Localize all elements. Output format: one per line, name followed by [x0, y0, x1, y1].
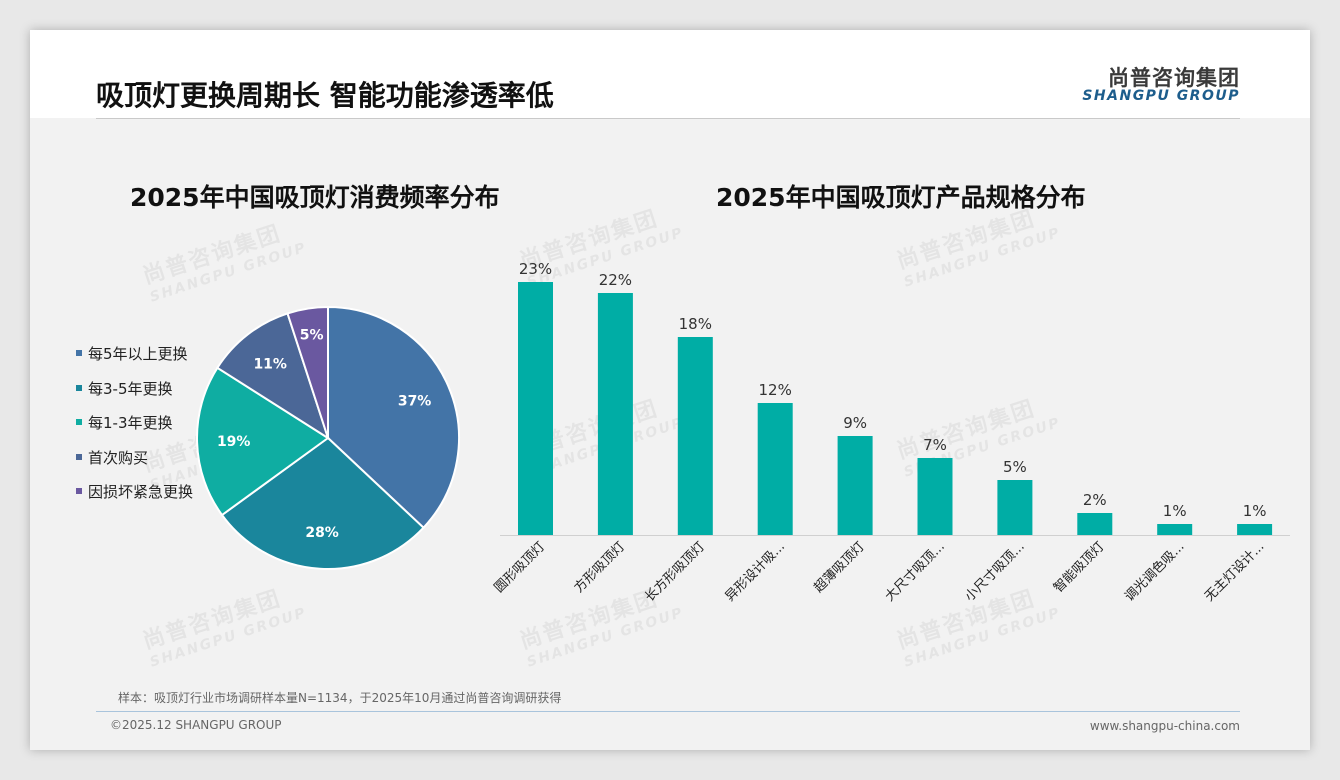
- slide: 吸顶灯更换周期长 智能功能渗透率低 尚普咨询集团 SHANGPU GROUP 尚…: [30, 30, 1310, 750]
- page-title: 吸顶灯更换周期长 智能功能渗透率低: [96, 79, 554, 112]
- legend-item: 每5年以上更换: [76, 343, 193, 378]
- bar: [757, 403, 793, 535]
- bar-chart-title: 2025年中国吸顶灯产品规格分布: [716, 183, 1086, 212]
- legend-item: 因损坏紧急更换: [76, 481, 193, 516]
- bar-chart: 23% 圆形吸顶灯 22% 方形吸顶灯 18% 长方形吸顶灯 12% 异形设计吸... 9% 超薄…: [492, 260, 1290, 605]
- bar-data-label: 12%: [759, 381, 792, 399]
- bar-category-label: 大尺寸吸顶...: [882, 539, 947, 604]
- bar: [997, 480, 1033, 535]
- bar-category-label: 超薄吸顶灯: [811, 539, 868, 596]
- bar-category-label: 方形吸顶灯: [571, 539, 628, 596]
- bar-data-label: 9%: [843, 414, 867, 432]
- pie-chart-title: 2025年中国吸顶灯消费频率分布: [130, 183, 500, 212]
- bar-data-label: 2%: [1083, 491, 1107, 509]
- bar-data-label: 23%: [519, 260, 552, 278]
- legend-label: 每5年以上更换: [88, 345, 188, 363]
- pie-data-label: 19%: [217, 434, 251, 450]
- bar: [1157, 524, 1193, 535]
- legend-swatch: [76, 488, 82, 494]
- bar-data-label: 5%: [1003, 458, 1027, 476]
- bar: [518, 282, 553, 535]
- pie-slice: [286, 305, 329, 439]
- company-logo-cn: 尚普咨询集团: [1108, 66, 1240, 90]
- company-logo-en: SHANGPU GROUP: [1082, 88, 1240, 104]
- legend-swatch: [76, 384, 82, 391]
- copyright: ©2025.12 SHANGPU GROUP: [110, 718, 282, 732]
- sample-note: 样本：吸顶灯行业市场调研样本量N=1134，于2025年10月通过尚普咨询调研获…: [118, 691, 562, 705]
- bar-data-label: 7%: [923, 436, 947, 454]
- bar-category-label: 异形设计吸...: [723, 539, 788, 604]
- bar-category-label: 长方形吸顶灯: [642, 539, 708, 605]
- bar-category-label: 无主灯设计...: [1202, 539, 1267, 604]
- bar-category-label: 圆形吸顶灯: [492, 539, 549, 596]
- bar-category-label: 小尺寸吸顶...: [962, 539, 1027, 604]
- pie-slice: [216, 312, 330, 441]
- legend-label: 首次购买: [88, 448, 149, 467]
- website-link[interactable]: www.shangpu-china.com: [1089, 719, 1240, 733]
- bar: [917, 458, 953, 535]
- bar: [677, 337, 713, 535]
- pie-chart: 37% 28% 19% 11% 5%: [196, 305, 460, 570]
- legend-label: 每3-5年更换: [88, 379, 173, 398]
- bar: [1077, 513, 1113, 535]
- footer-divider: [96, 711, 1240, 712]
- bar: [1237, 524, 1273, 535]
- bar-category-label: 智能吸顶灯: [1051, 539, 1108, 596]
- legend-item: 首次购买: [76, 447, 193, 482]
- pie-data-label: 5%: [300, 328, 324, 344]
- bar: [597, 293, 633, 535]
- legend-swatch: [76, 350, 82, 356]
- bar: [837, 436, 873, 535]
- header-divider: [96, 118, 1240, 119]
- bar-data-label: 1%: [1163, 502, 1187, 520]
- bar-data-label: 1%: [1243, 502, 1267, 520]
- pie-slice: [196, 366, 330, 517]
- legend-item: 每3-5年更换: [76, 378, 193, 413]
- bar-data-label: 18%: [679, 315, 712, 333]
- pie-slice: [327, 305, 460, 530]
- pie-legend: 每5年以上更换 每3-5年更换 每1-3年更换 首次购买 因损坏紧急更换: [76, 343, 193, 516]
- legend-label: 因损坏紧急更换: [88, 483, 194, 501]
- pie-data-label: 11%: [253, 357, 287, 373]
- pie-slice: [220, 436, 425, 570]
- pie-data-label: 28%: [305, 525, 339, 541]
- pie-data-label: 37%: [398, 394, 432, 410]
- legend-swatch: [76, 453, 82, 460]
- header-bar: [30, 30, 1310, 118]
- legend-swatch: [76, 419, 82, 425]
- bar-category-label: 调光调色吸...: [1121, 539, 1187, 605]
- bar-data-label: 22%: [599, 271, 632, 289]
- legend-item: 每1-3年更换: [76, 412, 193, 447]
- legend-label: 每1-3年更换: [88, 414, 173, 432]
